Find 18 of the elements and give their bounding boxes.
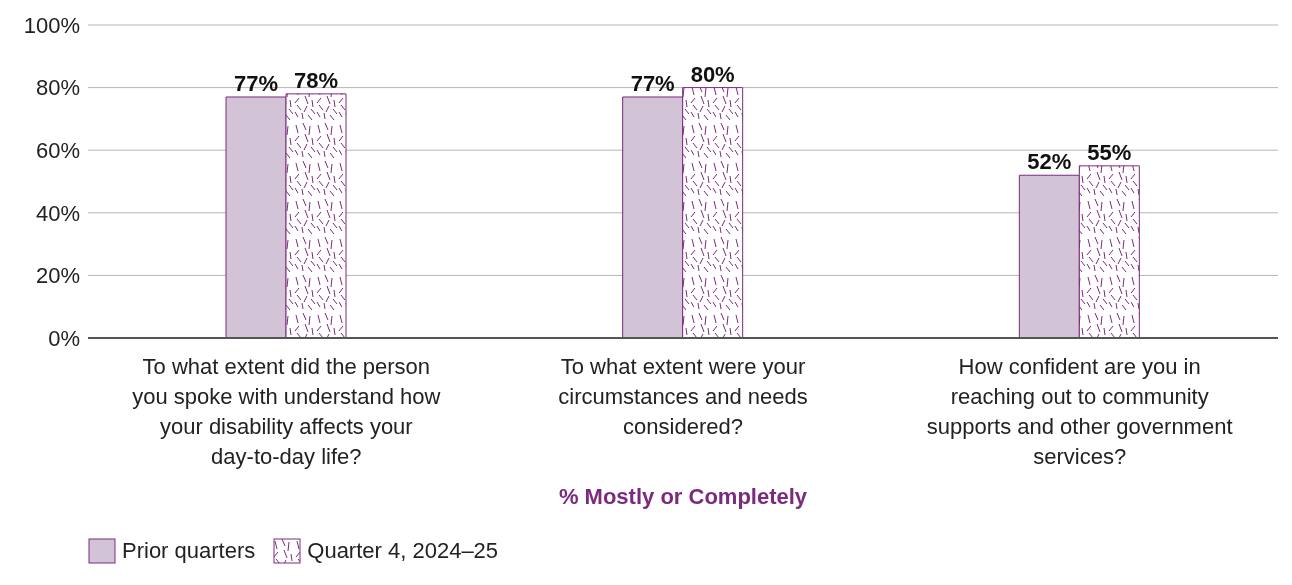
data-label: 80%	[690, 61, 735, 87]
data-label: 55%	[1087, 139, 1132, 165]
y-tick-label: 20%	[35, 263, 80, 289]
legend-label: Prior quarters	[122, 538, 256, 564]
y-tick-label: 100%	[23, 12, 80, 38]
data-label: 77%	[233, 70, 279, 96]
y-tick-label: 0%	[48, 325, 80, 351]
y-tick-label: 60%	[35, 138, 80, 164]
x-tick-label: To what extent were your circumstances and needs considered?	[558, 354, 808, 439]
x-tick-label: How confident are you in reaching out to community supports and other government services?	[926, 354, 1233, 469]
data-label: 78%	[293, 67, 339, 93]
data-label: 52%	[1027, 149, 1072, 175]
y-tick-label: 80%	[35, 75, 80, 101]
legend-label: Quarter 4, 2024–25	[307, 538, 499, 564]
x-axis-title: % Mostly or Completely	[557, 484, 809, 510]
x-tick-label: To what extent did the person you spoke with understand how your disability affects your day-to-day life?	[132, 354, 441, 469]
data-label: 77%	[630, 70, 675, 96]
y-tick-label: 40%	[35, 200, 80, 226]
